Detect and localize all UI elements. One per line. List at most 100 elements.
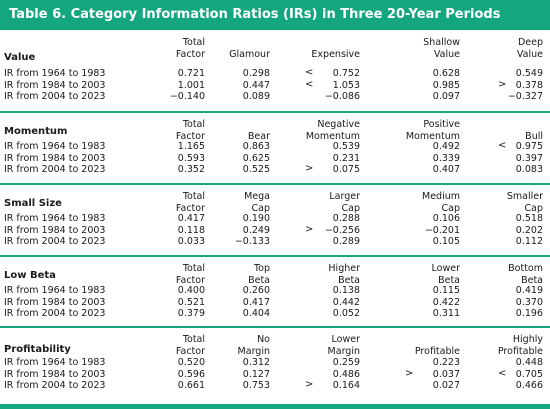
column-header-line2: Expensive xyxy=(311,49,360,60)
value-cell: 0.721 xyxy=(177,68,205,79)
row-label: IR from 1984 to 2003 xyxy=(4,368,106,380)
value-cell: 0.448 xyxy=(515,357,543,368)
value-cell: 1.165 xyxy=(177,141,205,152)
value-cell: 0.190 xyxy=(242,213,270,224)
comparison-mark: > xyxy=(305,163,314,174)
section-divider xyxy=(0,183,550,185)
value-cell: 0.525 xyxy=(242,164,270,175)
section-name: Momentum xyxy=(4,126,68,137)
column-header-line1: Mega xyxy=(244,191,270,202)
value-cell: 0.985 xyxy=(432,79,460,91)
column-header-line1: Total xyxy=(182,191,205,202)
column-header-line2: Momentum xyxy=(305,131,360,142)
value-cell: 0.466 xyxy=(515,380,543,391)
comparison-mark: < xyxy=(498,140,507,151)
value-cell: 0.417 xyxy=(242,296,270,308)
column-header-line2: Beta xyxy=(248,275,270,286)
column-header-line2: Beta xyxy=(338,275,360,286)
row-label: IR from 2004 to 2023 xyxy=(4,308,106,319)
row-label: IR from 1964 to 1983 xyxy=(4,213,106,224)
value-cell: 0.027 xyxy=(432,380,460,391)
column-header-line2: Factor xyxy=(175,275,205,286)
column-header-line1: Positive xyxy=(423,119,460,130)
section-divider xyxy=(0,111,550,113)
column-header-line2: Momentum xyxy=(405,131,460,142)
value-cell: 0.164 xyxy=(332,380,360,391)
row-label: IR from 2004 to 2023 xyxy=(4,91,106,102)
row-label: IR from 1964 to 1983 xyxy=(4,285,106,296)
value-cell: 0.202 xyxy=(515,224,543,236)
value-cell: −0.256 xyxy=(324,224,360,236)
value-cell: 0.596 xyxy=(177,368,205,380)
value-cell: 0.539 xyxy=(332,141,360,152)
value-cell: 0.231 xyxy=(332,152,360,164)
value-cell: 0.196 xyxy=(515,308,543,319)
value-cell: 0.661 xyxy=(177,380,205,391)
column-header-line1: Lower xyxy=(331,334,360,345)
section-name: Value xyxy=(4,52,36,63)
column-header-line1: Larger xyxy=(329,191,360,202)
column-header-line2: Factor xyxy=(175,49,205,60)
value-cell: 0.422 xyxy=(432,296,460,308)
row-label: IR from 2004 to 2023 xyxy=(4,380,106,391)
column-header-line1: Higher xyxy=(328,263,360,274)
row-label: IR from 2004 to 2023 xyxy=(4,236,106,247)
value-cell: 0.521 xyxy=(177,296,205,308)
value-cell: 0.447 xyxy=(242,79,270,91)
column-header-line2: Value xyxy=(516,49,543,60)
comparison-mark: < xyxy=(498,367,507,379)
value-cell: 0.089 xyxy=(242,91,270,102)
column-header-line2: Cap xyxy=(524,203,544,214)
section-name: Profitability xyxy=(4,344,71,355)
value-cell: 0.705 xyxy=(515,368,543,380)
value-cell: 0.033 xyxy=(177,236,205,247)
value-cell: 0.404 xyxy=(242,308,270,319)
column-header-line2: Bear xyxy=(247,131,270,142)
row-label: IR from 1984 to 2003 xyxy=(4,152,106,164)
row-label: IR from 1984 to 2003 xyxy=(4,224,106,236)
column-header-line2: Profitable xyxy=(414,346,460,357)
comparison-mark: > xyxy=(498,78,507,90)
row-label: IR from 1984 to 2003 xyxy=(4,79,106,91)
value-cell: 0.083 xyxy=(515,164,543,175)
value-cell: 0.442 xyxy=(332,296,360,308)
value-cell: 0.628 xyxy=(432,68,460,79)
value-cell: 0.417 xyxy=(177,213,205,224)
value-cell: 0.352 xyxy=(177,164,205,175)
value-cell: 1.053 xyxy=(332,79,360,91)
value-cell: 0.037 xyxy=(432,368,460,380)
column-header-line1: Total xyxy=(182,119,205,130)
value-cell: 0.379 xyxy=(177,308,205,319)
row-label: IR from 1964 to 1983 xyxy=(4,68,106,79)
row-label: IR from 1964 to 1983 xyxy=(4,357,106,368)
value-cell: 0.975 xyxy=(515,141,543,152)
value-cell: 0.370 xyxy=(515,296,543,308)
value-cell: 0.223 xyxy=(432,357,460,368)
column-header-line2: Profitable xyxy=(497,346,543,357)
value-cell: 0.752 xyxy=(332,68,360,79)
value-cell: 0.112 xyxy=(515,236,543,247)
column-header-line1: Medium xyxy=(422,191,460,202)
value-cell: 0.105 xyxy=(432,236,460,247)
value-cell: 0.549 xyxy=(515,68,543,79)
value-cell: 0.260 xyxy=(242,285,270,296)
value-cell: 0.288 xyxy=(332,213,360,224)
column-header-line2: Cap xyxy=(441,203,461,214)
value-cell: 0.378 xyxy=(515,79,543,91)
value-cell: −0.201 xyxy=(424,224,460,236)
value-cell: 0.311 xyxy=(432,308,460,319)
bottom-rule xyxy=(0,404,550,409)
value-cell: 0.097 xyxy=(432,91,460,102)
comparison-mark: > xyxy=(305,379,314,390)
section-name: Small Size xyxy=(4,198,62,209)
comparison-mark: > xyxy=(405,367,414,379)
value-cell: −0.140 xyxy=(169,91,205,102)
column-header-line2: Bull xyxy=(525,131,543,142)
value-cell: 0.593 xyxy=(177,152,205,164)
column-header-line2: Factor xyxy=(175,131,205,142)
value-cell: 0.492 xyxy=(432,141,460,152)
section-name: Low Beta xyxy=(4,270,56,281)
column-header-line1: Smaller xyxy=(506,191,543,202)
column-header-line1: Lower xyxy=(431,263,460,274)
value-cell: 0.118 xyxy=(177,224,205,236)
